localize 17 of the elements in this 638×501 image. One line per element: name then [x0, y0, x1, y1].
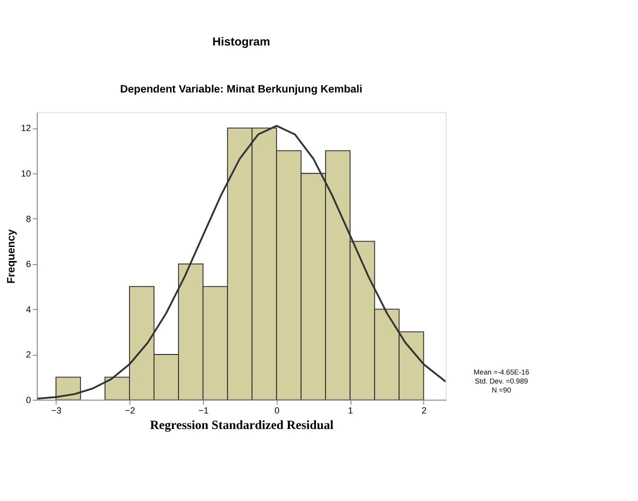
x-tick-label: −2 — [124, 406, 136, 416]
y-tick-label: 8 — [26, 214, 31, 224]
x-tick-label: 0 — [274, 406, 280, 416]
y-tick-label: 2 — [26, 350, 31, 360]
x-tick-label: 2 — [422, 406, 427, 416]
x-axis-title: Regression Standardized Residual — [150, 418, 334, 432]
y-tick-label: 12 — [21, 123, 32, 134]
y-tick-label: 6 — [26, 259, 31, 270]
x-tick-label: 1 — [348, 406, 354, 416]
chart-title: Histogram — [212, 36, 270, 49]
y-tick-label: 4 — [26, 304, 31, 314]
x-tick-label: −1 — [198, 406, 209, 416]
y-tick-label: 0 — [26, 394, 31, 405]
chart-subtitle: Dependent Variable: Minat Berkunjung Kembali — [120, 83, 362, 96]
y-tick-label: 10 — [21, 168, 32, 179]
y-axis-title: Frequency — [6, 229, 18, 284]
x-tick-label: −3 — [51, 406, 62, 416]
